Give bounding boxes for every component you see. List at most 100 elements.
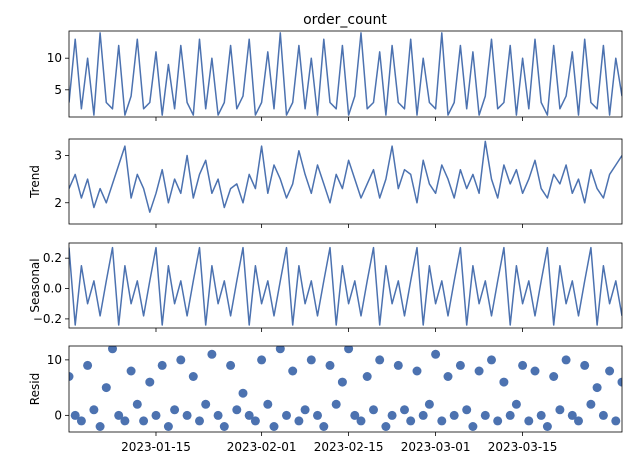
- observed-panel: 5 10: [47, 30, 623, 121]
- resid-point: [449, 410, 459, 420]
- resid-point: [561, 355, 571, 365]
- resid-point: [213, 410, 223, 420]
- resid-point: [474, 366, 484, 376]
- resid-marks: [69, 346, 622, 431]
- resid-point: [536, 410, 546, 420]
- resid-point: [201, 399, 211, 409]
- resid-point: [412, 366, 422, 376]
- resid-ylabel: Resid: [28, 373, 42, 405]
- observed-line: [69, 32, 622, 116]
- resid-point: [524, 416, 534, 426]
- resid-point: [381, 422, 391, 431]
- resid-point: [306, 355, 316, 365]
- trend-ylabel: Trend: [28, 165, 42, 199]
- resid-frame: [68, 345, 623, 433]
- resid-point: [592, 383, 602, 393]
- resid-point: [207, 349, 217, 359]
- resid-point: [275, 346, 285, 354]
- resid-point: [114, 410, 124, 420]
- resid-point: [530, 366, 540, 376]
- resid-point: [443, 372, 453, 381]
- resid-point: [83, 360, 93, 370]
- observed-ytick-label: 5: [54, 83, 62, 97]
- resid-point: [431, 349, 441, 359]
- resid-point: [511, 399, 521, 409]
- resid-point: [617, 377, 622, 387]
- resid-ytick-label: 10: [47, 353, 62, 367]
- resid-point: [567, 410, 577, 420]
- resid-point: [325, 360, 335, 370]
- resid-point: [300, 405, 310, 415]
- resid-point: [182, 410, 192, 420]
- seasonal-ytick-label: 0.2: [43, 251, 62, 265]
- resid-point: [313, 410, 322, 420]
- resid-point: [387, 410, 397, 420]
- resid-point: [238, 388, 248, 398]
- resid-point: [157, 360, 167, 370]
- resid-point: [95, 422, 105, 431]
- resid-point: [574, 416, 583, 426]
- resid-point: [406, 416, 416, 426]
- resid-point: [344, 346, 354, 354]
- trend-ytick-label: 3: [54, 149, 62, 163]
- resid-point: [505, 410, 515, 420]
- resid-point: [89, 405, 99, 415]
- resid-point: [219, 422, 229, 431]
- resid-point: [400, 405, 409, 415]
- observed-ytick-label: 10: [47, 51, 62, 65]
- resid-point: [250, 416, 260, 426]
- resid-point: [462, 405, 472, 415]
- x-tick-label: 2023-01-15: [121, 440, 191, 454]
- resid-point: [76, 416, 86, 426]
- resid-point: [108, 346, 117, 354]
- resid-point: [176, 355, 186, 365]
- resid-point: [350, 410, 360, 420]
- resid-point: [424, 399, 434, 409]
- resid-point: [393, 360, 403, 370]
- resid-point: [232, 405, 242, 415]
- resid-point: [487, 355, 496, 365]
- resid-point: [163, 422, 173, 431]
- resid-ytick-label: 0: [54, 408, 62, 422]
- resid-point: [294, 416, 304, 426]
- resid-point: [101, 383, 111, 393]
- resid-point: [269, 422, 279, 431]
- trend-marks: [69, 140, 622, 213]
- resid-point: [226, 360, 236, 370]
- resid-point: [282, 410, 291, 420]
- resid-point: [132, 399, 142, 409]
- seasonal-frame: [68, 242, 623, 329]
- resid-point: [244, 410, 254, 420]
- resid-point: [139, 416, 149, 426]
- resid-point: [69, 372, 74, 381]
- resid-point: [126, 366, 136, 376]
- observed-marks: [69, 32, 622, 116]
- resid-point: [598, 410, 608, 420]
- resid-point: [499, 377, 509, 387]
- seasonal-ylabel: Seasonal: [28, 258, 42, 312]
- resid-point: [362, 372, 372, 381]
- resid-point: [331, 399, 341, 409]
- resid-point: [549, 372, 559, 381]
- trend-line: [69, 140, 622, 213]
- observed-frame: [68, 30, 623, 118]
- resid-point: [611, 416, 621, 426]
- resid-point: [375, 355, 385, 365]
- seasonal-ytick-label: 0.0: [43, 282, 62, 296]
- resid-point: [418, 410, 428, 420]
- resid-point: [195, 416, 204, 426]
- seasonal-line: [69, 246, 622, 326]
- seasonal-marks: [69, 246, 622, 326]
- resid-point: [288, 366, 298, 376]
- x-tick-label: 2023-02-01: [227, 440, 297, 454]
- resid-point: [605, 366, 615, 376]
- resid-point: [555, 405, 565, 415]
- seasonal-ytick-label: −0.2: [33, 312, 62, 326]
- x-tick-label: 2023-03-15: [488, 440, 558, 454]
- x-tick-label: 2023-03-01: [401, 440, 471, 454]
- resid-point: [586, 399, 596, 409]
- resid-point: [151, 410, 161, 420]
